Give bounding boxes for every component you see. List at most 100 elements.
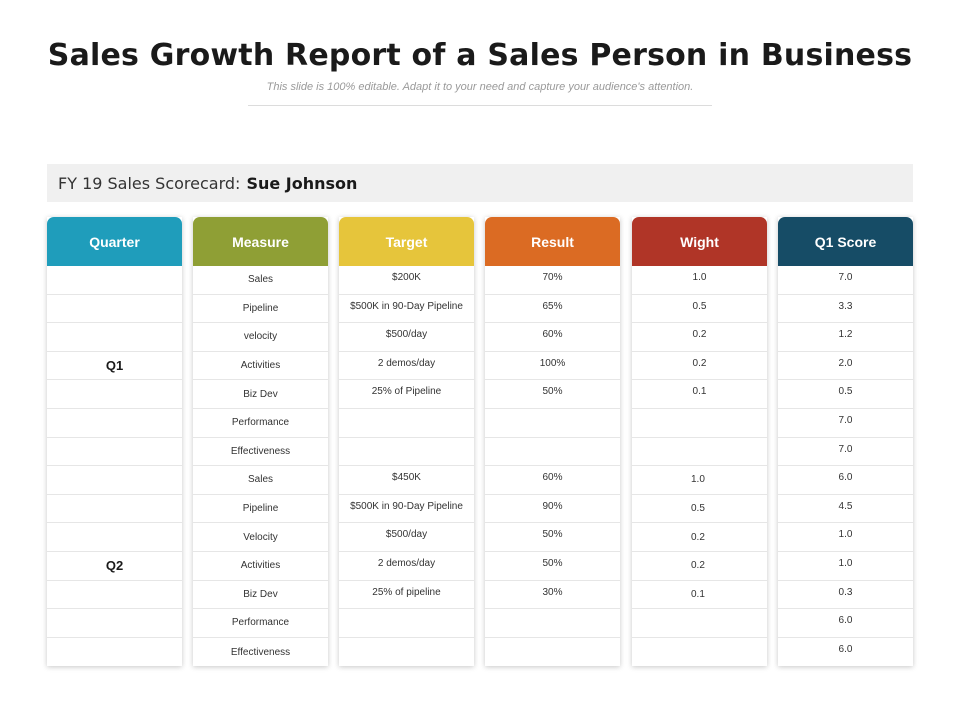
result-cell xyxy=(485,409,620,438)
score-cell: 6.0 xyxy=(838,643,853,655)
measure-cell: Velocity xyxy=(193,523,328,552)
measure-cell: Sales xyxy=(193,466,328,495)
result-header: Result xyxy=(485,217,620,266)
target-cell: 2 demos/day xyxy=(339,552,474,581)
measure-cell: Biz Dev xyxy=(193,380,328,409)
target-cell: $500/day xyxy=(339,323,474,352)
scorecard-bar: FY 19 Sales Scorecard: Sue Johnson xyxy=(47,164,913,202)
quarter-cell xyxy=(47,266,182,295)
result-cell: 50% xyxy=(485,552,620,581)
title-divider xyxy=(248,105,712,106)
score-cell: 7.0 xyxy=(778,409,913,438)
weight-cell xyxy=(632,409,767,438)
score-cell: 6.0 xyxy=(778,609,913,638)
result-cell: 90% xyxy=(485,495,620,524)
weight-cell xyxy=(632,638,767,667)
weight-cell xyxy=(632,438,767,467)
quarter-cell xyxy=(47,295,182,324)
result-cell: 65% xyxy=(485,295,620,324)
measure-cell: Performance xyxy=(193,609,328,638)
quarter-cell xyxy=(47,523,182,552)
result-cell: 50% xyxy=(485,380,620,409)
weight-cell: 1.0 xyxy=(632,266,767,295)
weight-header: Wight xyxy=(632,217,767,266)
quarter-cell xyxy=(47,609,182,638)
result-cell: 100% xyxy=(485,352,620,381)
weight-cell: 0.2 xyxy=(632,352,767,381)
target-cell xyxy=(339,609,474,638)
target-cell: $200K xyxy=(339,266,474,295)
measure-cell: Activities xyxy=(193,552,328,581)
result-column: Result 70% 65% 60% 100% 50% 60% 90% 50% 50% 30% xyxy=(485,217,620,666)
score-cell: 6.0 xyxy=(778,466,913,495)
quarter-header: Quarter xyxy=(47,217,182,266)
measure-cell: Sales xyxy=(193,266,328,295)
target-cell: 25% of pipeline xyxy=(339,581,474,610)
weight-cell: 1.0 xyxy=(632,466,767,495)
measure-header: Measure xyxy=(193,217,328,266)
measure-cell: Performance xyxy=(193,409,328,438)
target-cell: $500/day xyxy=(339,523,474,552)
measure-column: Measure Sales Pipeline velocity Activities B… xyxy=(193,217,328,666)
weight-cell xyxy=(632,609,767,638)
weight-cell: 0.1 xyxy=(632,581,767,610)
score-cell: 4.5 xyxy=(778,495,913,524)
target-cell: $500K in 90-Day Pipeline xyxy=(339,495,474,524)
measure-cell: Activities xyxy=(193,352,328,381)
measure-cell: velocity xyxy=(193,323,328,352)
target-cell xyxy=(339,638,474,667)
quarter-cell xyxy=(47,323,182,352)
measure-cell: Effectiveness xyxy=(230,646,291,658)
score-cell: 1.2 xyxy=(778,323,913,352)
score-cell: 7.0 xyxy=(778,438,913,467)
measure-cell: Pipeline xyxy=(193,295,328,324)
score-cell: 0.5 xyxy=(778,380,913,409)
measure-cell: Biz Dev xyxy=(193,581,328,610)
result-cell xyxy=(485,609,620,638)
score-header: Q1 Score xyxy=(778,217,913,266)
quarter-cell xyxy=(47,495,182,524)
quarter-cell xyxy=(47,380,182,409)
quarter-cell xyxy=(47,438,182,467)
quarter-cell xyxy=(47,466,182,495)
score-cell: 1.0 xyxy=(778,523,913,552)
weight-cell: 0.5 xyxy=(632,295,767,324)
result-cell: 60% xyxy=(485,466,620,495)
quarter-cell xyxy=(47,581,182,610)
target-cell: 2 demos/day xyxy=(339,352,474,381)
weight-cell: 0.5 xyxy=(632,495,767,524)
weight-cell: 0.2 xyxy=(632,323,767,352)
quarter-cell: Q1 xyxy=(47,352,182,381)
quarter-cell xyxy=(47,638,182,667)
page-title: Sales Growth Report of a Sales Person in… xyxy=(47,38,913,73)
result-cell: 30% xyxy=(485,581,620,610)
target-cell xyxy=(339,409,474,438)
scorecard-person: Sue Johnson xyxy=(246,173,358,193)
score-cell: 0.3 xyxy=(778,581,913,610)
measure-cell: Pipeline xyxy=(193,495,328,524)
target-cell: $500K in 90-Day Pipeline xyxy=(339,295,474,324)
target-cell: 25% of Pipeline xyxy=(339,380,474,409)
result-cell: 50% xyxy=(485,523,620,552)
quarter-cell xyxy=(47,409,182,438)
quarter-cell: Q2 xyxy=(47,552,182,581)
score-column: Q1 Score 7.0 3.3 1.2 2.0 0.5 7.0 7.0 6.0 4.5 1.0 1… xyxy=(778,217,913,666)
result-cell: 60% xyxy=(485,323,620,352)
result-cell xyxy=(485,438,620,467)
target-cell: $450K xyxy=(339,466,474,495)
target-cell xyxy=(339,438,474,467)
result-cell xyxy=(485,638,620,667)
target-column: Target $200K $500K in 90-Day Pipeline $500… xyxy=(339,217,474,666)
score-cell: 3.3 xyxy=(778,295,913,324)
weight-cell: 0.2 xyxy=(632,552,767,581)
score-cell: 7.0 xyxy=(778,266,913,295)
scorecard-label: FY 19 Sales Scorecard: xyxy=(58,173,241,193)
weight-cell: 0.2 xyxy=(632,523,767,552)
score-cell: 1.0 xyxy=(778,552,913,581)
target-header: Target xyxy=(339,217,474,266)
measure-cell: Effectiveness xyxy=(193,438,328,467)
score-cell: 2.0 xyxy=(778,352,913,381)
page-subtitle: This slide is 100% editable. Adapt it to… xyxy=(266,81,694,93)
weight-column: Wight 1.0 0.5 0.2 0.2 0.1 1.0 0.5 0.2 0.2 0.1 xyxy=(632,217,767,666)
quarter-column: Quarter Q1 Q2 xyxy=(47,217,182,666)
